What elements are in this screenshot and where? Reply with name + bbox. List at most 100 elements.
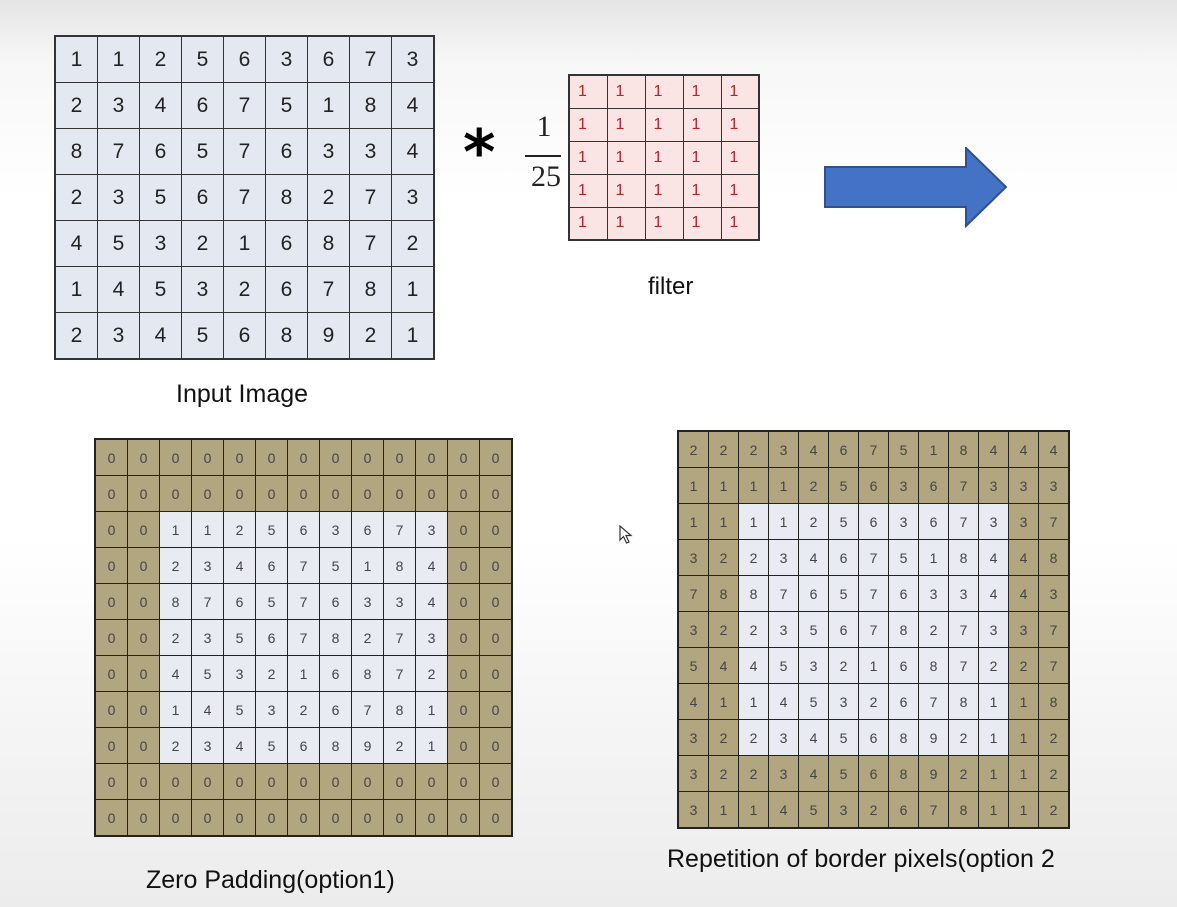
grid-cell: 7 bbox=[351, 691, 384, 728]
grid-cell: 8 bbox=[351, 655, 384, 692]
grid-cell: 0 bbox=[159, 763, 192, 800]
grid-cell: 5 bbox=[828, 467, 859, 504]
grid-cell: 1 bbox=[606, 206, 646, 241]
grid-cell: 8 bbox=[1038, 683, 1070, 720]
grid-cell: 2 bbox=[307, 174, 350, 221]
grid-cell: 3 bbox=[97, 174, 140, 221]
grid-cell: 6 bbox=[319, 655, 352, 692]
grid-cell: 3 bbox=[223, 655, 256, 692]
grid-cell: 1 bbox=[159, 511, 192, 548]
grid-cell: 0 bbox=[127, 619, 160, 656]
grid-cell: 8 bbox=[383, 691, 416, 728]
grid-cell: 1 bbox=[223, 220, 266, 267]
grid-cell: 0 bbox=[479, 691, 513, 728]
grid-cell: 3 bbox=[677, 791, 709, 829]
grid-cell: 0 bbox=[479, 547, 513, 584]
grid-cell: 0 bbox=[127, 438, 160, 476]
grid-cell: 0 bbox=[351, 475, 384, 512]
grid-cell: 7 bbox=[383, 619, 416, 656]
grid-cell: 3 bbox=[391, 174, 435, 221]
grid-cell: 3 bbox=[1008, 503, 1039, 540]
grid-cell: 6 bbox=[307, 35, 350, 83]
grid-cell: 2 bbox=[1038, 791, 1070, 829]
grid-cell: 7 bbox=[223, 82, 266, 129]
grid-cell: 0 bbox=[447, 619, 480, 656]
grid-cell: 2 bbox=[708, 755, 739, 792]
grid-cell: 5 bbox=[888, 430, 919, 468]
input-image-label: Input Image bbox=[176, 380, 309, 408]
grid-cell: 1 bbox=[720, 107, 760, 142]
grid-cell: 4 bbox=[978, 575, 1009, 612]
grid-cell: 0 bbox=[127, 763, 160, 800]
grid-cell: 0 bbox=[383, 799, 416, 837]
grid-cell: 1 bbox=[415, 691, 448, 728]
grid-cell: 4 bbox=[708, 647, 739, 684]
grid-cell: 5 bbox=[768, 647, 799, 684]
grid-cell: 0 bbox=[319, 763, 352, 800]
grid-cell: 3 bbox=[265, 35, 308, 83]
grid-cell: 1 bbox=[606, 173, 646, 208]
grid-cell: 2 bbox=[948, 719, 979, 756]
grid-cell: 1 bbox=[54, 35, 98, 83]
grid-cell: 3 bbox=[139, 220, 182, 267]
grid-cell: 3 bbox=[828, 791, 859, 829]
grid-cell: 0 bbox=[127, 583, 160, 620]
grid-cell: 5 bbox=[97, 220, 140, 267]
grid-cell: 1 bbox=[768, 503, 799, 540]
grid-cell: 6 bbox=[828, 430, 859, 468]
grid-cell: 4 bbox=[798, 430, 829, 468]
grid-cell: 6 bbox=[255, 619, 288, 656]
grid-cell: 4 bbox=[978, 430, 1009, 468]
grid-cell: 4 bbox=[391, 128, 435, 175]
grid-cell: 8 bbox=[948, 539, 979, 576]
grid-cell: 0 bbox=[255, 438, 288, 476]
grid-cell: 1 bbox=[978, 719, 1009, 756]
grid-cell: 3 bbox=[351, 583, 384, 620]
grid-cell: 5 bbox=[223, 619, 256, 656]
grid-cell: 2 bbox=[159, 547, 192, 584]
grid-cell: 6 bbox=[858, 755, 889, 792]
grid-cell: 6 bbox=[265, 266, 308, 313]
grid-cell: 8 bbox=[319, 727, 352, 764]
grid-cell: 1 bbox=[738, 683, 769, 720]
grid-cell: 2 bbox=[287, 691, 320, 728]
grid-cell: 6 bbox=[265, 220, 308, 267]
grid-cell: 3 bbox=[1008, 467, 1039, 504]
grid-cell: 1 bbox=[415, 727, 448, 764]
grid-cell: 1 bbox=[682, 74, 722, 109]
grid-cell: 6 bbox=[265, 128, 308, 175]
grid-cell: 3 bbox=[888, 503, 919, 540]
grid-cell: 0 bbox=[94, 655, 128, 692]
grid-cell: 0 bbox=[479, 799, 513, 837]
grid-cell: 5 bbox=[798, 611, 829, 648]
border-repetition-label: Repetition of border pixels(option 2 bbox=[667, 845, 1055, 873]
grid-cell: 5 bbox=[255, 727, 288, 764]
grid-cell: 2 bbox=[858, 683, 889, 720]
grid-cell: 0 bbox=[415, 475, 448, 512]
grid-cell: 0 bbox=[479, 655, 513, 692]
grid-cell: 8 bbox=[349, 82, 392, 129]
grid-cell: 2 bbox=[139, 35, 182, 83]
grid-cell: 2 bbox=[708, 539, 739, 576]
grid-cell: 4 bbox=[97, 266, 140, 313]
grid-cell: 0 bbox=[127, 475, 160, 512]
grid-cell: 9 bbox=[918, 719, 949, 756]
grid-cell: 8 bbox=[159, 583, 192, 620]
grid-cell: 7 bbox=[349, 35, 392, 83]
grid-cell: 4 bbox=[159, 655, 192, 692]
grid-cell: 4 bbox=[1008, 539, 1039, 576]
grid-cell: 6 bbox=[918, 503, 949, 540]
grid-cell: 0 bbox=[447, 511, 480, 548]
grid-cell: 4 bbox=[391, 82, 435, 129]
grid-cell: 6 bbox=[858, 503, 889, 540]
grid-cell: 6 bbox=[828, 539, 859, 576]
grid-cell: 0 bbox=[383, 438, 416, 476]
grid-cell: 0 bbox=[447, 727, 480, 764]
